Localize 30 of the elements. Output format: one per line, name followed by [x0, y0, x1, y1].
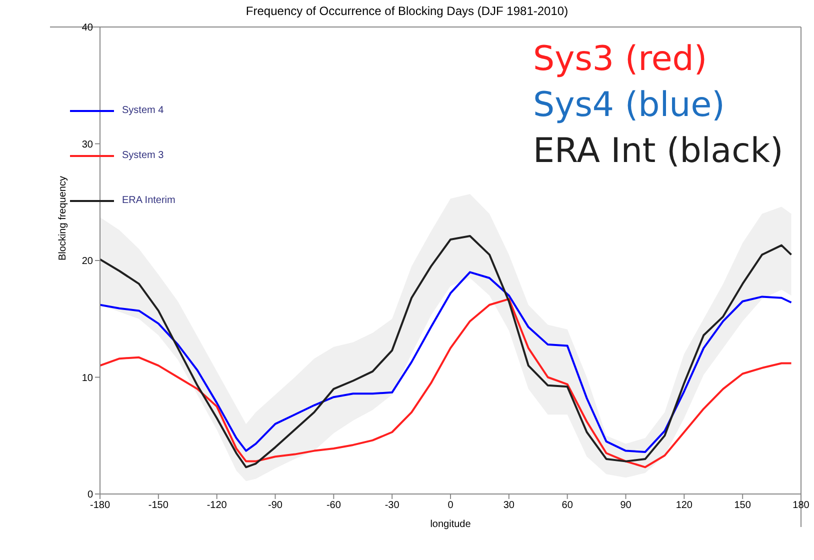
- annotation: Sys3 (red): [533, 38, 708, 81]
- legend-label: System 4: [122, 105, 164, 116]
- legend-label: System 3: [122, 150, 164, 161]
- y-tick-label: 20: [82, 256, 94, 268]
- line-series: [100, 298, 792, 468]
- x-tick-label: 60: [562, 500, 574, 512]
- x-axis-title: longitude: [430, 519, 472, 530]
- x-tick-label: 90: [620, 500, 632, 512]
- legend-label: ERA Interim: [122, 195, 176, 206]
- y-tick-label: 40: [82, 22, 94, 34]
- x-tick-label: -90: [268, 500, 283, 512]
- x-tick-label: -30: [384, 500, 400, 512]
- x-tick-label: -150: [148, 500, 169, 512]
- x-tick-label: -120: [206, 500, 228, 512]
- x-tick-label: 120: [676, 500, 693, 512]
- annotation: Sys4 (blue): [533, 84, 726, 127]
- x-tick-label: 150: [734, 500, 752, 512]
- x-tick-label: -180: [90, 500, 110, 512]
- x-tick-label: 30: [503, 500, 515, 512]
- y-tick-label: 10: [82, 372, 94, 384]
- x-tick-label: -60: [326, 500, 342, 512]
- line-series: [100, 271, 792, 453]
- x-tick-label: 0: [448, 500, 454, 512]
- annotation: ERA Int (black): [533, 130, 784, 173]
- x-tick-label: 180: [792, 500, 810, 512]
- chart-title: Frequency of Occurrence of Blocking Days (DJF 1981-2010): [244, 4, 570, 18]
- y-axis-title: Blocking frequency: [58, 176, 69, 260]
- line-series: [100, 234, 792, 468]
- y-tick-label: 0: [87, 490, 94, 501]
- y-tick-label: 30: [82, 139, 94, 150]
